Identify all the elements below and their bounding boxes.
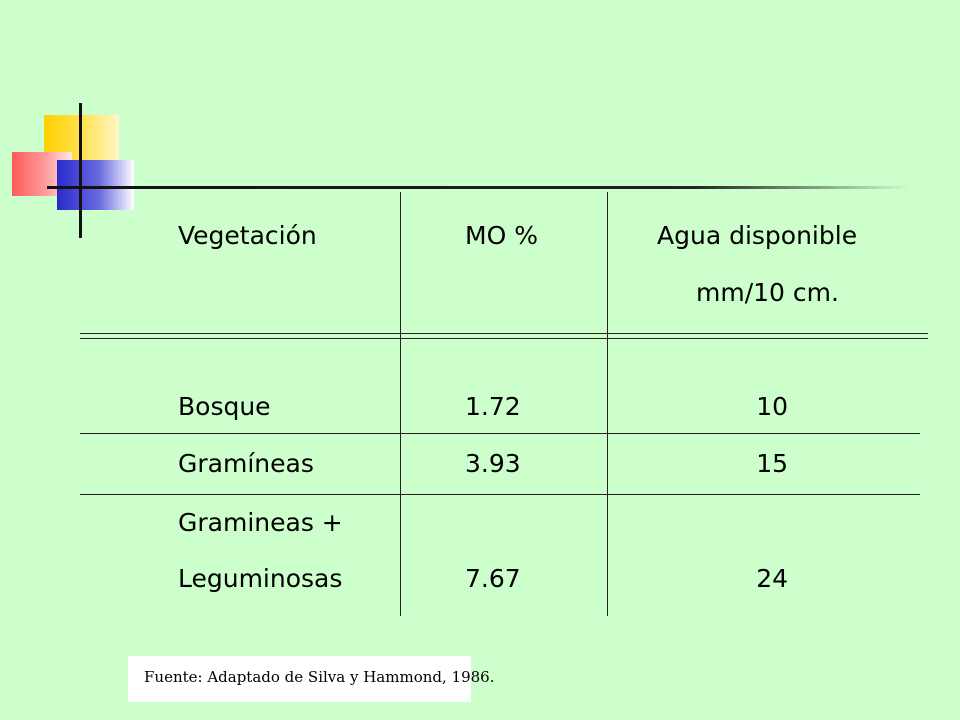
column-divider-2 [607,192,608,616]
cell-mo: 3.93 [465,449,521,478]
cell-mo: 7.67 [465,564,521,593]
cell-mo: 1.72 [465,392,521,421]
column-divider-1 [400,192,401,616]
cell-agua: 24 [756,564,788,593]
cell-vegetacion-line1: Gramineas + [178,508,343,537]
cell-agua: 10 [756,392,788,421]
decorative-vertical-line [79,103,82,238]
row-separator [80,433,920,434]
header-rule-top [80,333,928,334]
cell-vegetacion: Bosque [178,392,271,421]
header-vegetacion: Vegetación [178,221,317,250]
source-citation: Fuente: Adaptado de Silva y Hammond, 198… [128,656,494,702]
decorative-blue-square [57,160,134,210]
header-rule-bottom [80,338,928,339]
decorative-horizontal-line [47,186,910,189]
source-text: Fuente: Adaptado de Silva y Hammond, 198… [144,668,495,686]
header-agua-line2: mm/10 cm. [696,278,839,307]
cell-vegetacion: Gramíneas [178,449,314,478]
row-separator [80,494,920,495]
header-agua-line1: Agua disponible [657,221,858,250]
header-mo: MO % [465,221,538,250]
cell-agua: 15 [756,449,788,478]
cell-vegetacion-line2: Leguminosas [178,564,343,593]
